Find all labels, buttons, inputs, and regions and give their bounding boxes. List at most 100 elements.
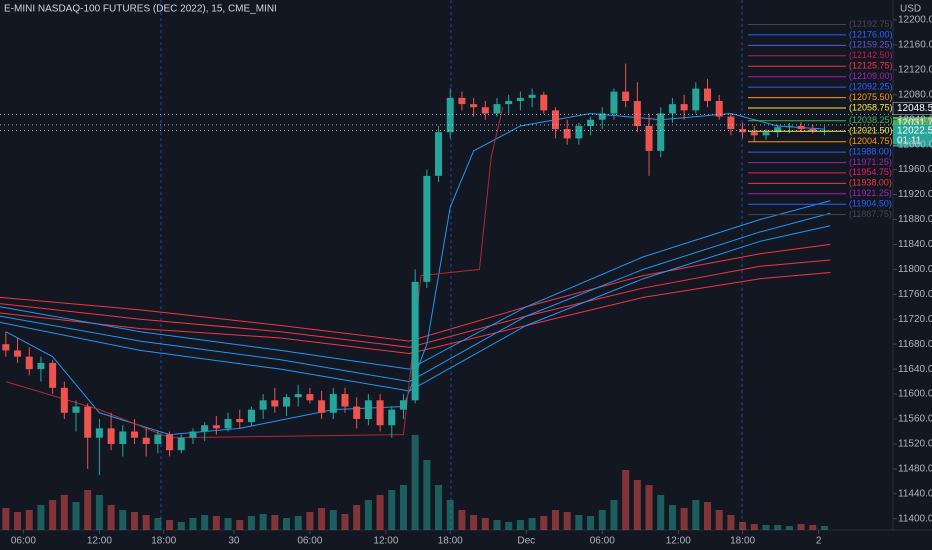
candle-body	[750, 132, 758, 136]
volume-bar	[423, 460, 431, 530]
level-label: (11904.50)	[849, 199, 892, 209]
currency-label: USD	[900, 4, 921, 15]
volume-bar	[2, 508, 10, 530]
level-label: (12125.75)	[849, 61, 893, 71]
level-label: (11971.25)	[849, 157, 892, 167]
volume-bar	[797, 524, 805, 530]
candle-body	[119, 431, 127, 444]
volume-bar	[762, 525, 770, 530]
candle-body	[411, 281, 419, 401]
volume-bar	[142, 515, 150, 530]
volume-bar	[329, 510, 337, 530]
candle-body	[201, 425, 209, 432]
x-tick-label: 06:00	[590, 536, 615, 547]
candle-body	[704, 88, 712, 102]
candle-body	[657, 113, 665, 151]
volume-layer	[2, 435, 828, 530]
y-tick-label: 11800.00	[898, 264, 932, 275]
y-tick-label: 12040.00	[898, 114, 932, 125]
volume-bar	[610, 500, 618, 530]
level-label: (12038.25)	[849, 115, 893, 125]
y-tick-label: 11760.00	[898, 289, 932, 300]
candle-body	[341, 394, 349, 407]
indicator-line	[0, 271, 831, 355]
level-layer: (12192.75)(12176.00)(12159.25)(12142.50)…	[0, 19, 932, 219]
level-label: (12092.25)	[849, 82, 893, 92]
candle-body	[107, 428, 115, 444]
volume-bar	[166, 520, 174, 530]
level-label: (12192.75)	[849, 19, 893, 29]
y-tick-label: 11960.00	[898, 164, 932, 175]
volume-bar	[283, 518, 291, 530]
volume-bar	[575, 515, 583, 530]
volume-bar	[622, 470, 630, 530]
candle-body	[72, 406, 80, 413]
candle-body	[551, 110, 559, 130]
y-tick-label: 11680.00	[898, 339, 932, 350]
candle-body	[236, 419, 244, 423]
level-label: (12058.75)	[849, 102, 893, 112]
volume-bar	[388, 490, 396, 530]
volume-bar	[49, 500, 57, 530]
candle-body	[762, 132, 770, 136]
x-tick-label: 18:00	[730, 536, 755, 547]
level-label: (11988.00)	[849, 147, 892, 157]
x-tick-label: Dec	[517, 536, 535, 547]
candle-body	[212, 425, 220, 429]
candle-body	[563, 129, 571, 139]
volume-bar	[505, 522, 513, 530]
volume-bar	[435, 485, 443, 530]
candle-body	[130, 431, 138, 438]
candle-body	[283, 397, 291, 407]
x-tick-label: 30	[228, 536, 240, 547]
level-label: (11938.00)	[849, 178, 892, 188]
candle-body	[353, 406, 361, 420]
volume-bar	[820, 526, 828, 530]
volume-bar	[294, 516, 302, 530]
volume-bar	[809, 525, 817, 530]
candle-body	[399, 400, 407, 410]
x-tick-label: 06:00	[11, 536, 36, 547]
level-label: (12176.00)	[849, 29, 893, 39]
axis-layer: 12200.00 12160.00 12120.00 12080.00 12040.00…	[11, 15, 932, 547]
price-marker-box	[893, 116, 932, 129]
candle-body	[423, 175, 431, 282]
candle-body	[25, 356, 33, 370]
volume-bar	[785, 526, 793, 530]
volume-bar	[528, 518, 536, 530]
y-tick-label: 12160.00	[898, 40, 932, 51]
price-marker-label: 12048.50	[897, 103, 932, 114]
price-marker-box	[892, 102, 932, 115]
volume-bar	[551, 510, 559, 530]
volume-bar	[470, 515, 478, 530]
candle-body	[680, 104, 688, 111]
x-tick-label: 12:00	[666, 536, 691, 547]
volume-bar	[72, 502, 80, 530]
volume-bar	[645, 485, 653, 530]
candle-body	[60, 387, 68, 413]
candle-body	[645, 125, 653, 151]
candle-body	[364, 400, 372, 420]
x-tick-label: 18:00	[438, 536, 463, 547]
candle-body	[95, 428, 103, 438]
y-tick-label: 11840.00	[898, 239, 932, 250]
volume-bar	[481, 518, 489, 530]
candle-body	[610, 91, 618, 114]
volume-bar	[715, 510, 723, 530]
volume-bar	[14, 512, 22, 530]
y-tick-label: 11480.00	[898, 464, 932, 475]
candle-body	[142, 437, 150, 444]
indicator-line	[0, 243, 831, 342]
candle-body	[493, 104, 501, 114]
y-tick-label: 11920.00	[898, 189, 932, 200]
volume-bar	[376, 495, 384, 530]
x-tick-label: 18:00	[151, 536, 176, 547]
volume-bar	[692, 500, 700, 530]
volume-bar	[364, 500, 372, 530]
volume-bar	[271, 515, 279, 530]
candle-body	[247, 409, 255, 423]
candle-body	[388, 409, 396, 426]
x-tick-label: 12:00	[87, 536, 112, 547]
candle-body	[528, 94, 536, 98]
indicator-line	[0, 212, 831, 383]
